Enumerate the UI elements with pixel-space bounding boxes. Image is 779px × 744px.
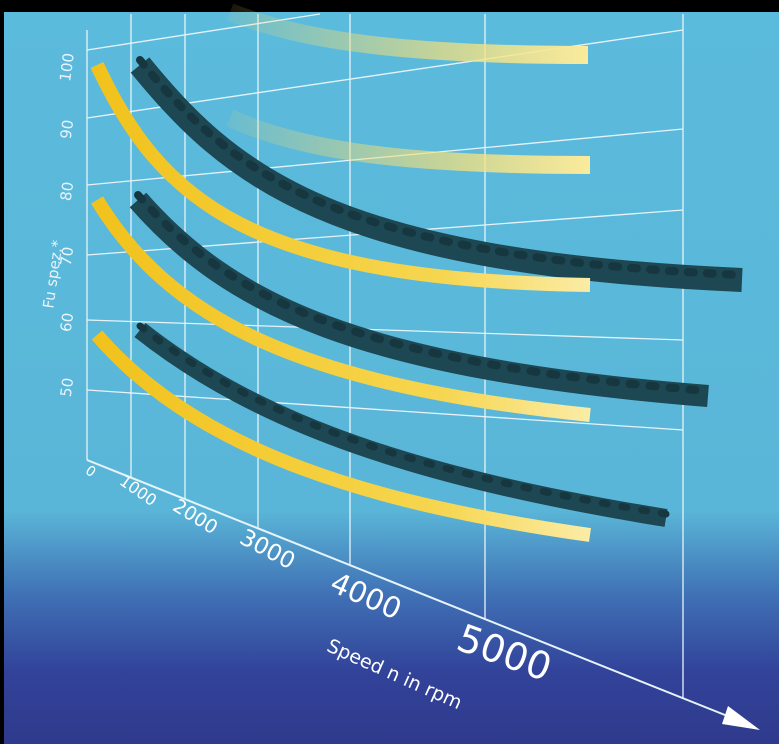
y-tick-label: 70: [57, 246, 77, 267]
y-tick-label: 90: [57, 119, 77, 140]
curves: [90, 3, 746, 542]
y-tick-label: 60: [57, 312, 77, 333]
y-tick-label: 100: [56, 52, 78, 83]
y-tick-label: 80: [57, 181, 77, 202]
axis-arrow: [722, 706, 760, 730]
y-tick-label: 50: [57, 377, 77, 398]
